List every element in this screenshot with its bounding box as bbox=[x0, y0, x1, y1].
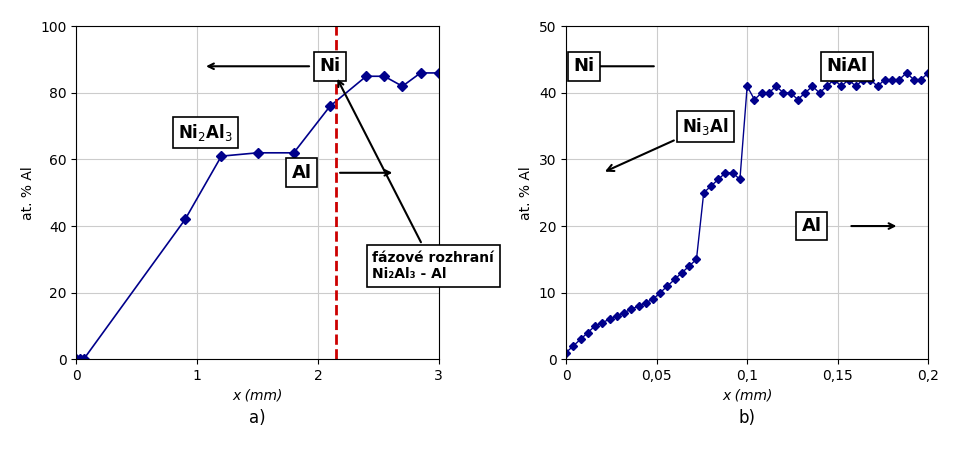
Text: Ni: Ni bbox=[573, 57, 594, 75]
Text: Al: Al bbox=[802, 217, 822, 235]
Text: NiAl: NiAl bbox=[827, 57, 868, 75]
Text: Al: Al bbox=[292, 164, 312, 182]
Y-axis label: at. % Al: at. % Al bbox=[519, 166, 533, 220]
Y-axis label: at. % Al: at. % Al bbox=[21, 166, 35, 220]
Text: b): b) bbox=[738, 409, 756, 427]
Text: Ni: Ni bbox=[319, 57, 340, 75]
Text: Ni$_2$Al$_3$: Ni$_2$Al$_3$ bbox=[178, 122, 232, 144]
X-axis label: x (mm): x (mm) bbox=[722, 388, 773, 402]
Text: a): a) bbox=[250, 409, 266, 427]
X-axis label: x (mm): x (mm) bbox=[232, 388, 283, 402]
Text: fázové rozhraní
Ni₂Al₃ - Al: fázové rozhraní Ni₂Al₃ - Al bbox=[338, 81, 494, 281]
Text: Ni$_3$Al: Ni$_3$Al bbox=[607, 116, 729, 171]
